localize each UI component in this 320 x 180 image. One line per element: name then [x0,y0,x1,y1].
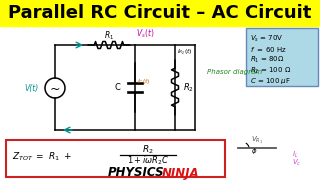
Text: $R_2$: $R_2$ [183,82,194,94]
Text: $C$ = 100 $\mu$F: $C$ = 100 $\mu$F [250,76,291,86]
Text: I(t): I(t) [65,139,76,148]
Text: $R_2$: $R_2$ [142,144,154,156]
Text: $\phi$: $\phi$ [251,146,257,156]
Text: $V_s$ = 70V: $V_s$ = 70V [250,34,284,44]
FancyBboxPatch shape [246,28,318,86]
Text: $V_s(t)$: $V_s(t)$ [136,28,154,40]
Text: $V_c$: $V_c$ [292,158,301,168]
Bar [0,0,320,26]
Text: $I_L$: $I_L$ [292,150,299,160]
Text: $V_s$: $V_s$ [256,179,265,180]
Text: $R_1$ = 80$\Omega$: $R_1$ = 80$\Omega$ [250,55,284,65]
FancyBboxPatch shape [6,140,225,177]
Text: C: C [114,84,120,93]
Text: $f$  = 60 Hz: $f$ = 60 Hz [250,44,287,53]
Text: Phasor diagram: Phasor diagram [207,69,262,75]
Text: ~: ~ [50,82,60,96]
Text: $V_{R_1}$: $V_{R_1}$ [251,135,263,146]
Text: PHYSICS: PHYSICS [108,166,164,179]
Text: $R_1$: $R_1$ [104,29,114,42]
Text: $I_C(t)$: $I_C(t)$ [137,77,151,86]
Text: V(t): V(t) [25,84,39,93]
Text: NINJA: NINJA [162,166,200,179]
Text: Parallel RC Circuit – AC Circuit: Parallel RC Circuit – AC Circuit [8,4,312,22]
Text: $R_2$ = 100 $\Omega$: $R_2$ = 100 $\Omega$ [250,66,291,76]
Text: $I_{R_2}(t)$: $I_{R_2}(t)$ [177,47,193,57]
Text: $1 + i\omega R_2 C$: $1 + i\omega R_2 C$ [127,155,169,167]
Text: $Z_{TOT}\ =\ R_1\ +$: $Z_{TOT}\ =\ R_1\ +$ [12,151,72,163]
